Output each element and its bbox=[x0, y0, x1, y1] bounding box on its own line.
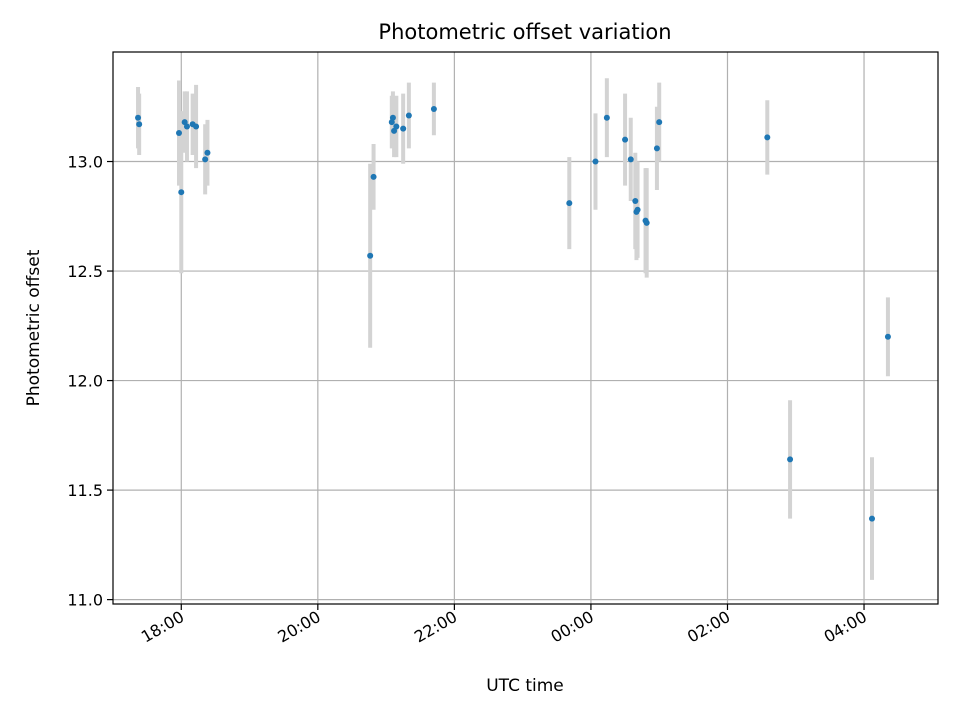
data-point bbox=[787, 456, 794, 463]
data-point bbox=[183, 123, 190, 130]
data-point bbox=[389, 114, 396, 121]
data-point bbox=[430, 105, 437, 112]
chart-title: Photometric offset variation bbox=[378, 20, 671, 44]
y-tick-label: 12.5 bbox=[67, 262, 103, 281]
data-point bbox=[393, 123, 400, 130]
data-point bbox=[193, 123, 200, 130]
data-point bbox=[622, 136, 629, 143]
data-point bbox=[884, 333, 891, 340]
data-point bbox=[869, 515, 875, 522]
x-tick-label: 22:00 bbox=[411, 607, 460, 647]
data-point bbox=[653, 145, 660, 152]
data-points bbox=[135, 105, 891, 522]
data-point bbox=[202, 156, 209, 163]
x-tick-label: 04:00 bbox=[821, 607, 870, 647]
x-gridlines bbox=[180, 52, 865, 604]
y-axis-ticks: 11.0 11.5 12.0 12.5 13.0 bbox=[67, 153, 113, 610]
y-axis-label: Photometric offset bbox=[24, 249, 44, 406]
data-point bbox=[400, 125, 407, 132]
x-axis-ticks: 18:00 20:00 22:00 00:00 02:00 04:00 bbox=[138, 604, 870, 647]
x-tick-label: 18:00 bbox=[138, 607, 187, 647]
data-point bbox=[764, 134, 771, 141]
data-point bbox=[367, 252, 374, 259]
data-point bbox=[370, 173, 377, 180]
x-axis-label: UTC time bbox=[486, 676, 564, 696]
plot-background bbox=[113, 52, 938, 604]
data-point bbox=[592, 158, 599, 165]
data-point bbox=[405, 112, 412, 119]
data-point bbox=[627, 156, 634, 163]
x-tick-label: 00:00 bbox=[547, 607, 596, 647]
x-tick-label: 20:00 bbox=[274, 607, 323, 647]
y-tick-label: 13.0 bbox=[67, 153, 103, 172]
data-point bbox=[136, 121, 143, 128]
data-point bbox=[603, 114, 610, 121]
data-point bbox=[135, 114, 142, 121]
y-tick-label: 11.0 bbox=[67, 591, 103, 610]
y-tick-label: 12.0 bbox=[67, 372, 103, 391]
data-point bbox=[176, 130, 182, 137]
data-point bbox=[656, 119, 663, 126]
data-point bbox=[178, 189, 185, 196]
y-gridlines bbox=[113, 160, 938, 601]
y-tick-label: 11.5 bbox=[67, 481, 103, 500]
data-point bbox=[632, 197, 639, 204]
data-point bbox=[204, 149, 211, 156]
data-point bbox=[643, 219, 650, 226]
data-point bbox=[566, 200, 573, 207]
plot-frame bbox=[112, 51, 939, 605]
x-tick-label: 02:00 bbox=[684, 607, 733, 647]
data-point bbox=[634, 206, 641, 213]
